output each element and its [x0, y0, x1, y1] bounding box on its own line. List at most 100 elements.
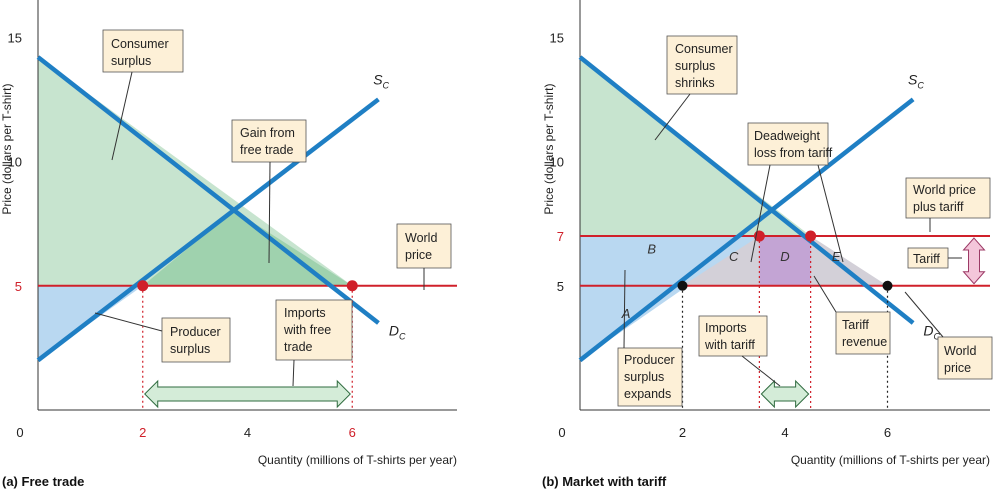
deadweight-loss-box [747, 122, 829, 166]
consumer-surplus-label-line: shrinks [675, 76, 715, 90]
world-price-plus-tariff-label-line: plus tariff [913, 200, 964, 214]
tariff-revenue-box [835, 311, 891, 355]
supply-curve-subscript: C [383, 80, 390, 90]
consumer-surplus-box [666, 35, 738, 95]
consumer-surplus-label-line: surplus [675, 59, 715, 73]
gain-pointer [268, 161, 271, 264]
deadweight-loss-label: Deadweight loss from tariff [754, 129, 833, 160]
world-price-label-line: price [405, 248, 432, 262]
tariff-revenue-pointer [813, 275, 837, 313]
imports-label-line: Imports [705, 321, 747, 335]
x-tick-label: 2 [139, 425, 146, 440]
panel-a-free-trade: 5 10 15 0 2 4 6 Price (dollars per T-shirt) Quan… [0, 0, 457, 489]
gain-from-free-trade-box [231, 119, 307, 163]
world-price-label: World price [944, 344, 976, 375]
panel-b-market-with-tariff: 5 7 10 15 0 2 4 6 Price (dollars per T-shirt) Qua… [542, 0, 993, 489]
world-price-plus-tariff-label-line: World price [913, 183, 976, 197]
consumer-surplus-area [38, 57, 353, 286]
imports-label-line: Imports [284, 306, 326, 320]
x-tick-label: 6 [884, 425, 891, 440]
y-tick-label: 10 [8, 155, 22, 170]
deadweight-pointer-e [817, 164, 844, 263]
panel-label: (b) Market with tariff [542, 474, 667, 489]
world-price-plus-tariff-label: World price plus tariff [913, 183, 976, 214]
demand-curve-subscript: C [399, 331, 406, 341]
consumer-surplus-label: Consumer surplus [111, 37, 169, 68]
tariff-label: Tariff [913, 252, 940, 266]
tariff-double-arrow [962, 237, 986, 285]
y-tick-label: 5 [557, 279, 564, 294]
y-tick-label: 15 [550, 30, 564, 45]
producer-surplus-area [38, 285, 143, 361]
consumer-surplus-pointer [111, 71, 133, 161]
world-price-label-line: World [405, 231, 437, 245]
producer-surplus-box [161, 317, 231, 363]
imports-arrow [144, 379, 351, 409]
producer-surplus-box [617, 347, 683, 407]
area-letter-a: A [621, 306, 631, 321]
world-price-label-line: price [944, 361, 971, 375]
tariff-revenue-label-line: revenue [842, 335, 887, 349]
consumer-surplus-label-line: surplus [111, 54, 151, 68]
x-tick-label: 4 [781, 425, 788, 440]
producer-surplus-pointer [94, 312, 163, 332]
y-axis-title: Price (dollars per T-shirt) [0, 84, 14, 215]
supply-curve-label: SC [373, 71, 389, 90]
deadweight-loss-label-line: Deadweight [754, 129, 821, 143]
imports-pointer [741, 355, 781, 387]
producer-surplus-label-line: Producer [170, 325, 221, 339]
imports-label-line: with free [283, 323, 331, 337]
tariff-revenue-area-d [759, 236, 811, 286]
gain-from-free-trade-label-line: Gain from [240, 126, 295, 140]
world-price-label-line: World [944, 344, 976, 358]
consumer-surplus-label: Consumer surplus shrinks [675, 42, 733, 90]
imports-label-line: with tariff [704, 338, 755, 352]
x-tick-label: 6 [349, 425, 356, 440]
y-tick-label: 7 [557, 229, 564, 244]
imports-label-line: trade [284, 340, 313, 354]
world-price-point [882, 280, 893, 291]
imports-arrow [760, 379, 810, 409]
y-tick-label: 15 [8, 30, 22, 45]
supply-curve-label: SC [908, 71, 924, 90]
deadweight-area-c [682, 236, 760, 286]
producer-surplus-label-line: surplus [624, 370, 664, 384]
x-axis-title: Quantity (millions of T-shirts per year) [258, 453, 457, 467]
intersection-point [137, 280, 149, 292]
tariff-revenue-label-line: Tariff [842, 318, 869, 332]
consumer-surplus-label-line: Consumer [675, 42, 733, 56]
y-tick-label: 10 [550, 155, 564, 170]
producer-surplus-pointer [623, 269, 626, 349]
supply-curve [36, 97, 380, 363]
consumer-surplus-label-line: Consumer [111, 37, 169, 51]
imports-label: Imports with free trade [283, 306, 331, 354]
consumer-surplus-box [102, 29, 184, 73]
demand-curve [36, 55, 380, 325]
producer-surplus-label: Producer surplus expands [624, 353, 675, 401]
world-price-point [677, 280, 688, 291]
world-price-plus-tariff-box [905, 177, 991, 219]
deadweight-loss-label-line: loss from tariff [754, 146, 833, 160]
supply-curve [578, 97, 915, 363]
area-letter-b: B [647, 241, 656, 256]
imports-label: Imports with tariff [704, 321, 755, 352]
x-axis-title: Quantity (millions of T-shirts per year) [791, 453, 990, 467]
tariff-price-point [805, 230, 817, 242]
x-tick-label: 2 [679, 425, 686, 440]
demand-curve [578, 55, 915, 325]
world-price-label: World price [405, 231, 437, 262]
area-letter-c: C [729, 249, 739, 264]
imports-box [698, 315, 768, 357]
demand-curve-label: DC [389, 322, 406, 341]
gain-from-free-trade-area [142, 210, 353, 286]
supply-curve-subscript: C [917, 80, 924, 90]
producer-surplus-label-line: Producer [624, 353, 675, 367]
deadweight-area-e [810, 236, 888, 286]
producer-surplus-label-line: expands [624, 387, 671, 401]
producer-surplus-label-line: surplus [170, 342, 210, 356]
x-tick-label: 0 [16, 425, 23, 440]
world-price-box [937, 336, 993, 380]
deadweight-pointer-c [750, 164, 771, 263]
area-letter-d: D [780, 249, 789, 264]
producer-surplus-label: Producer surplus [170, 325, 221, 356]
